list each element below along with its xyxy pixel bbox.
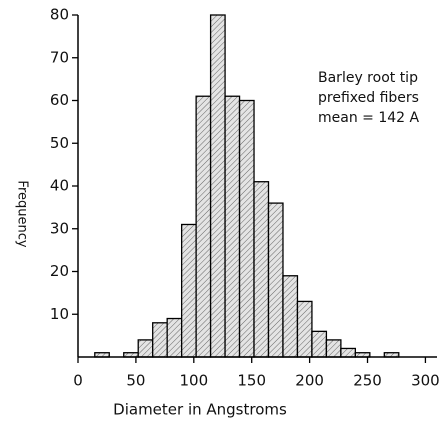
x-tick-label: 0	[73, 372, 83, 390]
x-tick-label: 250	[353, 372, 382, 390]
y-tick-label: 80	[50, 6, 69, 24]
x-tick-label: 150	[237, 372, 266, 390]
y-tick-label: 60	[50, 91, 69, 109]
bar	[325, 339, 342, 358]
bar	[180, 223, 197, 358]
annotation: mean = 142 A	[318, 110, 420, 126]
bar	[195, 95, 212, 358]
bar	[137, 339, 154, 358]
bar	[224, 95, 241, 358]
bar	[340, 347, 357, 358]
bar	[238, 99, 255, 358]
bar	[311, 330, 328, 358]
x-tick-label: 200	[295, 372, 324, 390]
annotation: prefixed fibers	[318, 90, 419, 106]
y-tick-label: 70	[50, 48, 69, 66]
y-tick-label: 10	[50, 305, 69, 323]
x-tick-label: 50	[126, 372, 145, 390]
x-axis-label: Diameter in Angstroms	[113, 401, 287, 419]
bar	[282, 275, 299, 358]
bar	[152, 322, 168, 358]
x-tick-label: 300	[411, 372, 440, 390]
x-tick-label: 100	[179, 372, 208, 390]
annotation: Barley root tip	[318, 70, 418, 86]
y-tick-label: 50	[50, 134, 69, 152]
bar	[209, 14, 226, 358]
bar	[253, 181, 270, 358]
y-tick-label: 40	[50, 177, 69, 195]
bar	[267, 202, 284, 358]
bar	[166, 317, 183, 358]
y-axis-label: Frequency	[15, 180, 30, 247]
y-tick-label: 20	[50, 262, 69, 280]
bar	[296, 300, 313, 358]
y-tick-label: 30	[50, 219, 69, 237]
